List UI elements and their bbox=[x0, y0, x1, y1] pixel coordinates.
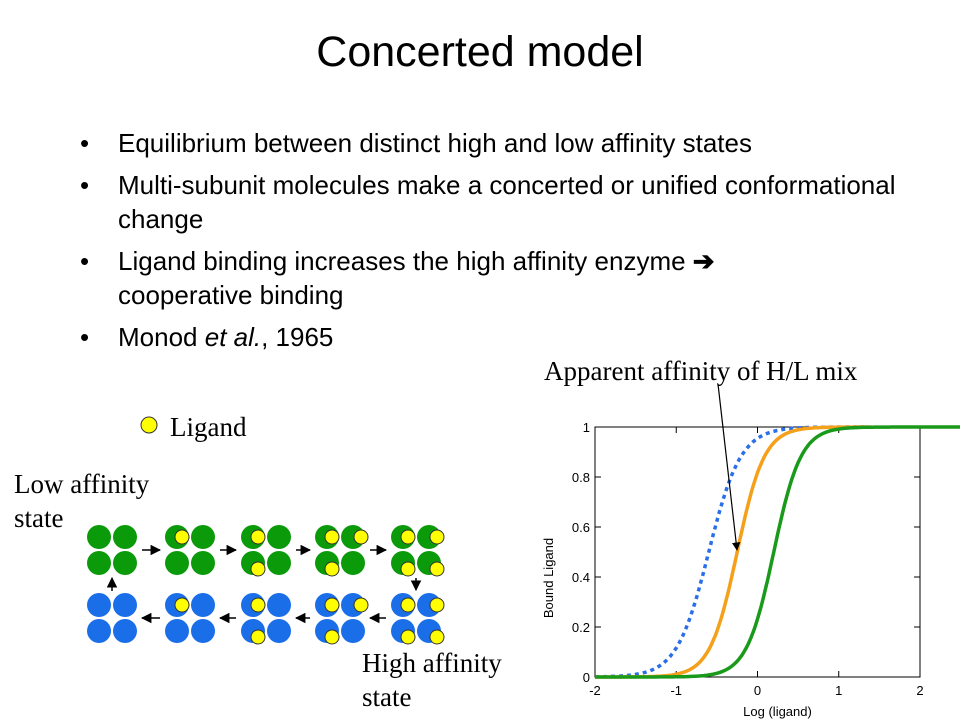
subunit bbox=[87, 551, 111, 575]
bullet-text: Ligand binding increases the high affini… bbox=[118, 246, 693, 276]
subunit bbox=[267, 551, 291, 575]
bullet-italic-text: et al. bbox=[204, 322, 262, 352]
x-tick-label: 1 bbox=[835, 683, 842, 698]
subunit bbox=[341, 551, 365, 575]
ligand-icon bbox=[250, 597, 266, 613]
y-tick-label: 0.4 bbox=[572, 570, 590, 585]
plot-frame bbox=[594, 426, 921, 678]
ligand-icon bbox=[400, 561, 416, 577]
ligand-icon bbox=[400, 629, 416, 645]
ligand-icon bbox=[429, 529, 445, 545]
y-axis-label: Bound Ligand bbox=[541, 538, 556, 618]
ligand-icon bbox=[324, 561, 340, 577]
bullet-item: Monod et al., 1965 bbox=[80, 320, 940, 354]
ligand-icon bbox=[353, 597, 369, 613]
y-tick-label: 0 bbox=[583, 670, 590, 685]
enzyme-molecule bbox=[241, 593, 291, 645]
subunit bbox=[87, 619, 111, 643]
annotation-label: Apparent affinity of H/L mix bbox=[544, 356, 858, 386]
subunit bbox=[165, 619, 189, 643]
subunit bbox=[191, 593, 215, 617]
subunit bbox=[113, 551, 137, 575]
y-tick-label: 0.8 bbox=[572, 470, 590, 485]
bullet-list: Equilibrium between distinct high and lo… bbox=[80, 126, 940, 362]
series-line bbox=[595, 425, 864, 679]
subunit bbox=[113, 593, 137, 617]
subunit bbox=[165, 551, 189, 575]
ligand-icon bbox=[400, 529, 416, 545]
bullet-text: , 1965 bbox=[261, 322, 334, 352]
subunit bbox=[191, 551, 215, 575]
low-affinity-label-line: Low affinity bbox=[14, 469, 150, 499]
ligand-icon bbox=[324, 529, 340, 545]
enzyme-molecule bbox=[241, 525, 291, 577]
ligand-icon bbox=[353, 529, 369, 545]
slide-title: Concerted model bbox=[316, 28, 644, 76]
subunit bbox=[267, 619, 291, 643]
x-axis-label: Log (ligand) bbox=[743, 704, 812, 719]
subunit bbox=[87, 593, 111, 617]
series-line bbox=[595, 425, 872, 679]
enzyme-molecule bbox=[315, 525, 369, 577]
subunit bbox=[113, 525, 137, 549]
ligand-icon bbox=[400, 597, 416, 613]
high-affinity-label-line: High affinity bbox=[362, 648, 502, 678]
subunit bbox=[191, 619, 215, 643]
ligand-icon bbox=[250, 529, 266, 545]
x-tick-label: -1 bbox=[670, 683, 682, 698]
ligand-icon bbox=[429, 561, 445, 577]
y-tick-label: 0.2 bbox=[572, 620, 590, 635]
bullet-item: Multi-subunit molecules make a concerted… bbox=[80, 168, 940, 236]
ligand-icon bbox=[250, 629, 266, 645]
ligand-icon bbox=[250, 561, 266, 577]
ligand-icon bbox=[429, 597, 445, 613]
x-tick-label: 2 bbox=[916, 683, 923, 698]
ligand-icon bbox=[174, 597, 190, 613]
enzyme-molecule bbox=[391, 525, 445, 577]
ligand-icon bbox=[429, 629, 445, 645]
right-arrow-icon: ➔ bbox=[692, 246, 715, 276]
subunit bbox=[87, 525, 111, 549]
subunit bbox=[191, 525, 215, 549]
ligand-legend-label: Ligand bbox=[170, 412, 247, 442]
enzyme-molecule bbox=[391, 593, 445, 645]
subunit bbox=[341, 619, 365, 643]
x-tick-label: 0 bbox=[754, 683, 761, 698]
subunit bbox=[267, 525, 291, 549]
bullet-text: Equilibrium between distinct high and lo… bbox=[118, 128, 752, 158]
enzyme-molecule bbox=[87, 525, 137, 575]
bullet-text: Multi-subunit molecules make a concerted… bbox=[118, 170, 896, 234]
subunit bbox=[267, 593, 291, 617]
enzyme-molecule bbox=[165, 525, 215, 575]
high-affinity-label-line: state bbox=[362, 682, 412, 712]
enzyme-molecule bbox=[315, 593, 369, 645]
ligand-icon bbox=[324, 629, 340, 645]
ligand-icon bbox=[324, 597, 340, 613]
y-tick-label: 0.6 bbox=[572, 520, 590, 535]
bullet-item: Equilibrium between distinct high and lo… bbox=[80, 126, 940, 160]
low-affinity-label-line: state bbox=[14, 503, 64, 533]
annotation-arrow bbox=[717, 383, 741, 551]
bullet-text: Monod bbox=[118, 322, 205, 352]
high-affinity-label: High affinity state bbox=[362, 646, 502, 714]
ligand-legend-icon bbox=[140, 416, 158, 434]
low-affinity-label: Low affinity state bbox=[14, 467, 149, 535]
subunit bbox=[113, 619, 137, 643]
series-line bbox=[595, 425, 960, 679]
enzyme-molecule bbox=[87, 593, 137, 643]
enzyme-molecule bbox=[165, 593, 215, 643]
y-tick-label: 1 bbox=[583, 420, 590, 435]
bullet-item: Ligand binding increases the high affini… bbox=[80, 244, 940, 312]
ligand-icon bbox=[174, 529, 190, 545]
x-tick-label: -2 bbox=[589, 683, 601, 698]
bullet-text: cooperative binding bbox=[118, 280, 344, 310]
